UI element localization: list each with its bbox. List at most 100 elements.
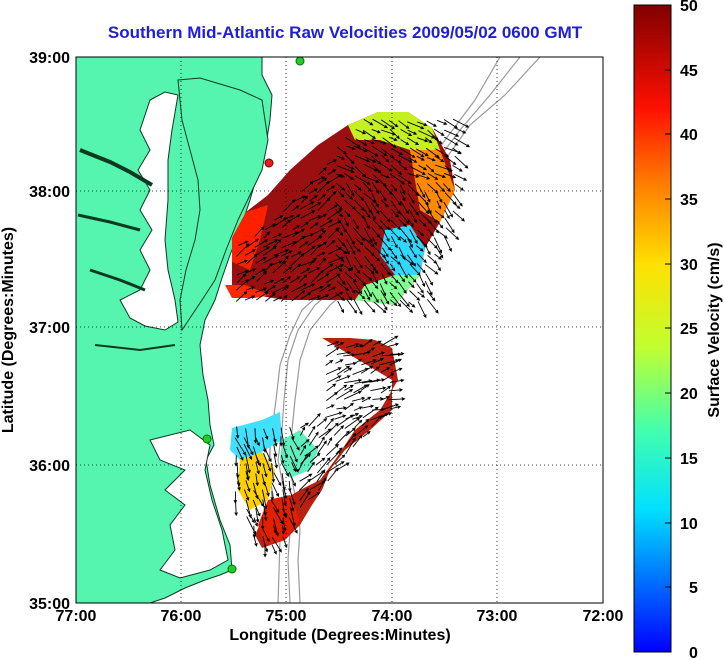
velocity-arrow [254, 239, 269, 248]
velocity-arrow [352, 219, 359, 230]
velocity-arrow [336, 146, 347, 155]
velocity-arrow [299, 490, 311, 508]
velocity-arrow [381, 412, 393, 418]
velocity-arrow [282, 481, 288, 500]
colorbar-tick-label: 40 [680, 127, 698, 144]
velocity-arrow [264, 279, 275, 285]
velocity-arrow [264, 223, 277, 231]
velocity-arrow [416, 155, 425, 161]
velocity-arrow [435, 246, 444, 259]
velocity-arrow [454, 173, 468, 181]
velocity-arrow [372, 164, 382, 174]
velocity-arrow [425, 273, 434, 286]
velocity-arrow [245, 253, 258, 265]
velocity-arrow [443, 136, 459, 146]
velocity-arrow [409, 165, 426, 175]
velocity-arrow [344, 164, 355, 170]
velocity-arrow [255, 462, 260, 475]
velocity-arrow [380, 290, 390, 305]
velocity-arrow [273, 525, 277, 534]
velocity-arrow [264, 284, 277, 294]
velocity-arrow [280, 462, 290, 477]
velocity-arrow [280, 427, 286, 447]
x-tick-label: 75:00 [266, 608, 307, 625]
velocity-arrow [434, 137, 443, 144]
x-tick-label: 72:00 [583, 608, 624, 625]
velocity-arrow [399, 235, 407, 243]
velocity-arrow [317, 213, 327, 220]
velocity-arrow [300, 438, 310, 447]
velocity-arrow [371, 202, 380, 215]
velocity-arrow [343, 390, 363, 400]
velocity-arrow [379, 403, 399, 411]
velocity-arrow [280, 250, 293, 257]
velocity-arrow [236, 481, 241, 491]
velocity-arrow [328, 247, 343, 255]
velocity-arrow [398, 282, 407, 294]
velocity-arrow [354, 175, 371, 185]
velocity-arrow [307, 235, 323, 246]
velocity-arrow [307, 461, 315, 473]
velocity-arrow [399, 148, 416, 158]
velocity-arrow [244, 295, 256, 301]
velocity-arrow [390, 367, 403, 373]
velocity-arrow [243, 489, 250, 501]
velocity-arrow [381, 273, 388, 285]
colorbar-tick-label: 35 [680, 192, 698, 209]
velocity-arrow [336, 281, 350, 291]
velocity-arrow [418, 201, 430, 215]
velocity-arrow [417, 229, 425, 237]
velocity-arrow [326, 450, 342, 466]
velocity-arrow [299, 201, 315, 210]
velocity-arrow [263, 453, 272, 472]
velocity-arrow [291, 437, 300, 451]
velocity-arrow [400, 139, 410, 146]
velocity-arrow [416, 182, 426, 199]
velocity-arrow [407, 273, 417, 283]
velocity-arrow [372, 351, 385, 358]
velocity-arrow [309, 452, 321, 463]
velocity-arrow [364, 139, 376, 145]
velocity-arrow [335, 375, 351, 382]
velocity-arrow [310, 243, 321, 256]
velocity-arrow [262, 262, 273, 274]
velocity-arrow [335, 388, 354, 400]
velocity-arrow [408, 209, 418, 224]
velocity-arrow [316, 418, 328, 427]
station-marker [227, 564, 237, 574]
velocity-arrow [280, 454, 285, 464]
velocity-arrow [345, 255, 353, 271]
velocity-arrow [307, 492, 321, 501]
velocity-arrow [301, 180, 314, 193]
velocity-arrow [261, 489, 268, 510]
velocity-arrow [370, 386, 387, 392]
velocity-arrow [335, 254, 345, 262]
velocity-arrow [256, 291, 269, 301]
velocity-arrow [336, 182, 346, 191]
velocity-arrow [381, 199, 389, 208]
velocity-arrow [346, 292, 353, 302]
velocity-arrow [436, 200, 442, 210]
velocity-arrow [326, 191, 337, 202]
velocity-arrow [406, 137, 420, 146]
grid-lines [76, 57, 603, 603]
velocity-arrow [397, 292, 410, 308]
velocity-arrow [255, 508, 260, 523]
velocity-arrow [409, 229, 418, 245]
velocity-arrow [370, 211, 376, 221]
velocity-arrow [326, 264, 345, 273]
velocity-arrow [372, 219, 383, 230]
velocity-arrow [371, 415, 382, 427]
velocity-arrow [327, 375, 342, 383]
velocity-arrow [388, 227, 402, 241]
velocity-arrow [361, 359, 377, 366]
velocity-arrow [434, 210, 445, 219]
velocity-arrow [354, 237, 364, 246]
velocity-arrow [381, 352, 402, 357]
velocity-arrow [372, 254, 381, 262]
velocity-arrow [416, 283, 424, 294]
velocity-arrow [236, 273, 247, 283]
velocity-arrow [354, 199, 365, 212]
velocity-arrow [288, 471, 296, 487]
velocity-arrow [360, 384, 370, 391]
